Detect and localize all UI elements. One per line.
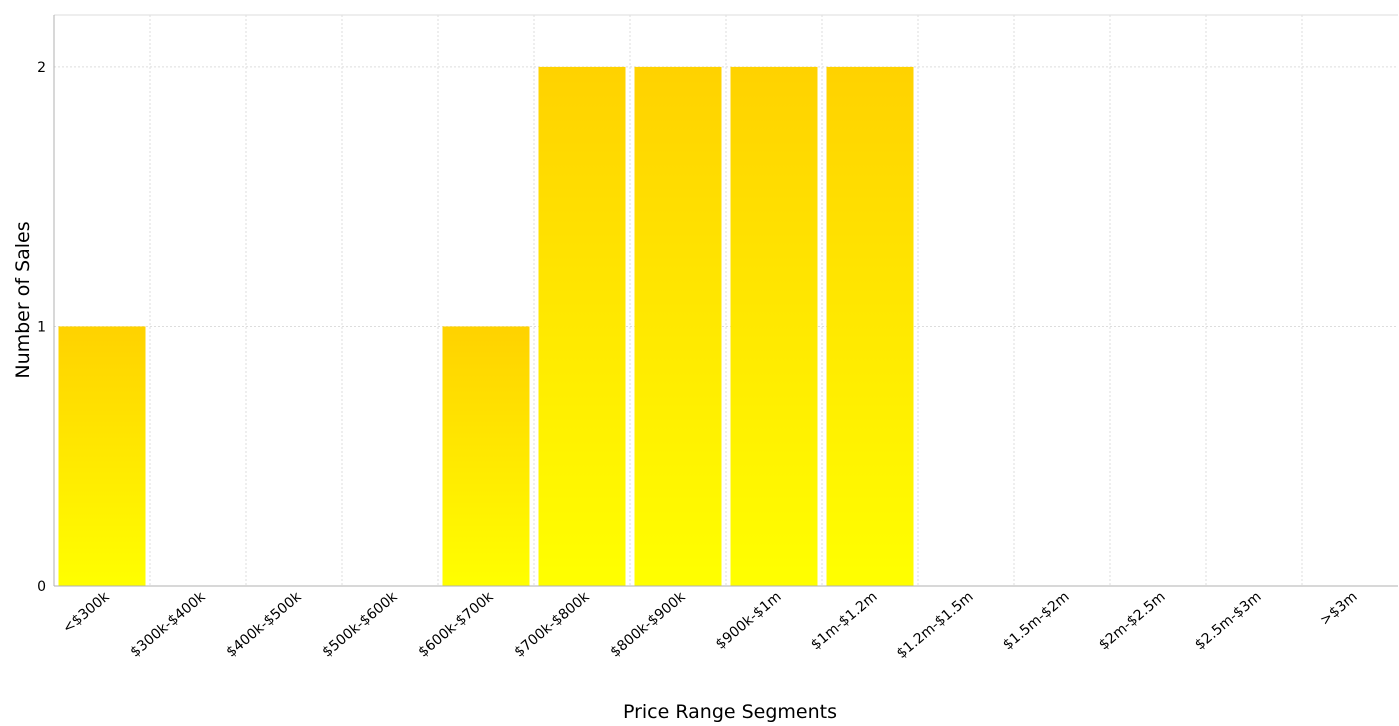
bar-7 [730, 66, 818, 587]
bars [58, 66, 914, 587]
x-tick-label: $700k-$800k [511, 588, 593, 660]
bar-4 [442, 326, 530, 586]
x-tick-label: $1.2m-$1.5m [894, 589, 977, 662]
x-tick-label: $500k-$600k [319, 588, 401, 660]
bar-6 [634, 66, 722, 587]
axes [53, 15, 1398, 587]
y-tick-label: 2 [37, 60, 46, 76]
y-axis-title: Number of Sales [12, 221, 34, 378]
x-tick-label: $300k-$400k [127, 588, 209, 660]
y-tick-label: 0 [37, 579, 46, 595]
y-tick-label: 1 [37, 319, 46, 335]
x-tick-label: $1m-$1.2m [808, 589, 881, 654]
x-tick-label: <$300k [60, 588, 113, 636]
x-tick-label: >$3m [1317, 589, 1360, 629]
grid-lines [54, 14, 1398, 586]
x-tick-label: $400k-$500k [223, 588, 305, 660]
bar-5 [538, 66, 626, 587]
x-tick-label: $800k-$900k [607, 588, 689, 660]
x-tick-label: $1.5m-$2m [1000, 589, 1073, 654]
x-axis-title: Price Range Segments [623, 701, 837, 722]
x-tick-label: $2m-$2.5m [1096, 589, 1169, 654]
x-tick-label: $2.5m-$3m [1192, 589, 1265, 654]
bar-0 [58, 326, 146, 586]
x-tick-label: $600k-$700k [415, 588, 497, 660]
x-tick-label: $900k-$1m [713, 589, 785, 653]
bar-8 [826, 66, 914, 587]
